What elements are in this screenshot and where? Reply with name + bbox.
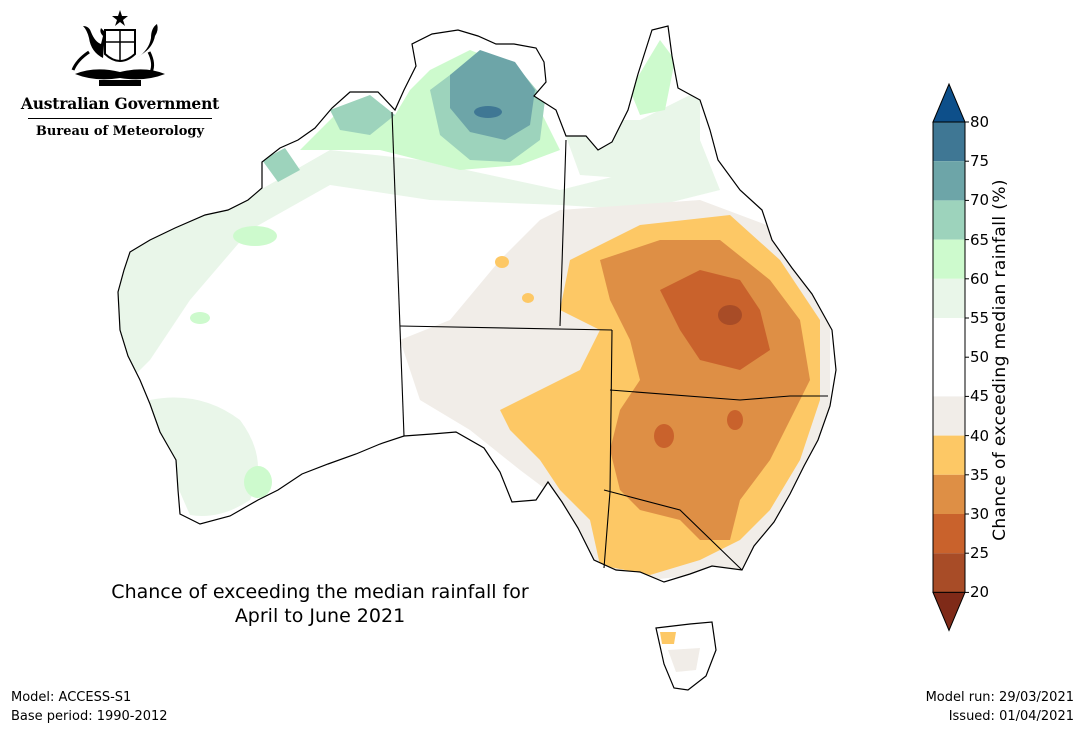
colorbar-tick-label: 45 [970,387,990,406]
map-title-line1: Chance of exceeding the median rainfall … [111,581,529,603]
issue-info: Model run: 29/03/2021 Issued: 01/04/2021 [926,688,1074,726]
map-title-line2: April to June 2021 [234,605,406,627]
colorbar-band [933,200,965,240]
colorbar-band [933,474,965,514]
colorbar-band [933,122,965,162]
colorbar-tick-label: 35 [970,465,990,484]
colorbar-tick-label: 60 [970,269,990,288]
colorbar-tick-label: 25 [970,544,990,563]
australia-map [117,25,837,691]
colorbar-band [933,514,965,554]
colorbar-tick-label: 50 [970,348,990,367]
colorbar-legend: 80 75 70 65 60 55 50 45 40 35 30 25 20 [920,80,1080,640]
colorbar-tick-label: 55 [970,309,990,327]
issued-date: Issued: 01/04/2021 [948,709,1074,724]
agency-logo: Australian Government Bureau of Meteorol… [20,8,220,143]
base-period: Base period: 1990-2012 [11,709,168,724]
colorbar-tick-label: 40 [970,426,990,445]
logo-divider [28,118,212,119]
colorbar-tick-label: 20 [970,583,990,602]
government-name: Australian Government [20,94,220,113]
colorbar-tick-label: 80 [970,113,990,131]
colorbar [932,82,969,632]
model-name: Model: ACCESS-S1 [11,690,132,705]
colorbar-band [933,239,965,279]
colorbar-band [933,278,965,318]
map-title: Chance of exceeding the median rainfall … [70,580,570,628]
colorbar-band [933,396,965,436]
colorbar-tick-label: 30 [970,505,990,523]
model-run-date: Model run: 29/03/2021 [925,690,1074,705]
bureau-name: Bureau of Meteorology [35,124,205,139]
colorbar-band [933,357,965,397]
model-info: Model: ACCESS-S1 Base period: 1990-2012 [11,688,168,726]
colorbar-extend-low [932,591,966,632]
colorbar-tick-label: 70 [970,191,990,210]
colorbar-band [933,318,965,358]
rainfall-outlook-map [117,25,837,691]
colorbar-tick-label: 65 [970,230,990,249]
coat-of-arms-icon [71,10,165,86]
colorbar-extend-high [932,82,966,123]
legend-title: Chance of exceeding median rainfall (%) [990,179,1010,541]
colorbar-band [933,553,965,593]
colorbar-band [933,161,965,201]
colorbar-tick-label: 75 [970,152,990,171]
colorbar-band [933,435,965,475]
